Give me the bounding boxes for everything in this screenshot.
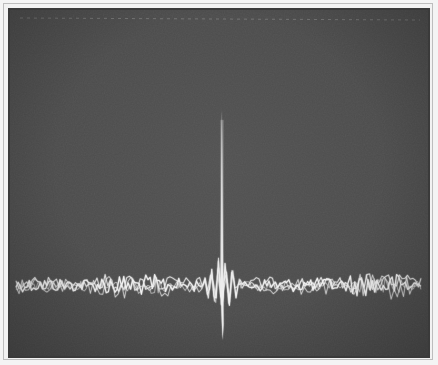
signal-trace-group — [15, 110, 422, 340]
screen-grain — [10, 10, 428, 356]
noise-trace-4 — [15, 265, 422, 307]
oscilloscope-screen — [8, 8, 430, 358]
oscilloscope-trace-canvas — [10, 10, 428, 356]
